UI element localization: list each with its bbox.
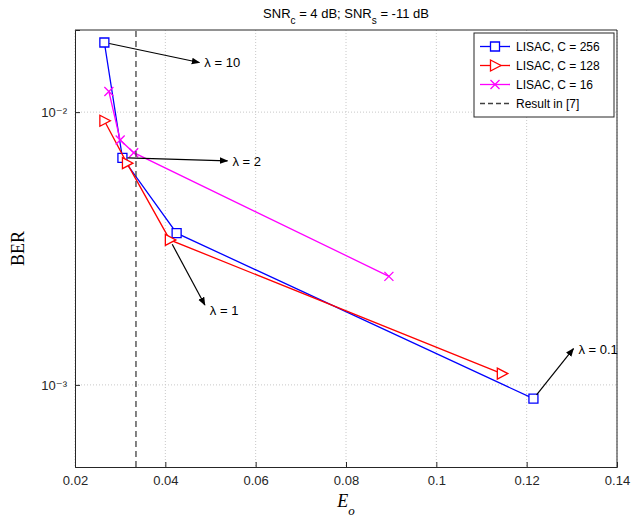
data-point — [100, 38, 109, 47]
data-point — [165, 234, 176, 245]
annotation-arrow — [127, 158, 227, 161]
x-axis-title: Eo — [336, 491, 355, 516]
chart-svg: 0.02 0.04 0.06 0.08 0.1 0.12 0.14 10⁻³ 10⁻² λ = 1… — [0, 0, 640, 516]
x-tick-label: 0.02 — [63, 473, 88, 488]
legend: LISAC, C = 256 LISAC, C = 128 LISAC, C = 1… — [474, 33, 614, 117]
x-tick-mark — [527, 462, 528, 467]
data-point — [384, 272, 393, 281]
x-grid-line — [255, 30, 256, 467]
annotation-label: λ = 10 — [204, 55, 240, 70]
annotations: λ = 10 λ = 2 λ = 1 λ = 0.1 — [109, 44, 618, 395]
x-tick-mark — [436, 462, 437, 467]
x-tick: 0.12 — [515, 462, 540, 488]
data-point — [100, 115, 111, 126]
legend-label: Result in [7] — [516, 97, 579, 111]
data-point — [529, 394, 538, 403]
grid — [75, 30, 617, 467]
y-tick-label: 10⁻² — [41, 105, 67, 120]
frame-right — [617, 30, 618, 467]
frame-top — [75, 30, 617, 31]
x-tick-mark — [346, 462, 347, 467]
x-grid-line — [436, 30, 437, 467]
plot-area — [100, 30, 538, 467]
x-tick-mark — [165, 462, 166, 467]
y-axis-title: BER — [8, 231, 28, 266]
annotation-arrow — [537, 349, 574, 395]
x-tick-mark — [256, 462, 257, 467]
x-tick: 0.08 — [334, 462, 359, 488]
data-point — [497, 368, 508, 379]
y-tick-mark — [75, 112, 80, 113]
legend-label: LISAC, C = 128 — [516, 59, 600, 73]
x-axis-line — [76, 462, 618, 468]
legend-line — [480, 103, 510, 104]
y-grid-line — [75, 384, 617, 385]
chart-container: 0.02 0.04 0.06 0.08 0.1 0.12 0.14 10⁻³ 10⁻² λ = 1… — [0, 0, 640, 516]
y-axis-line — [76, 31, 81, 468]
y-tick-mark — [75, 385, 80, 386]
legend-box — [474, 33, 614, 117]
x-grid-line — [617, 30, 618, 467]
x-axis: 0.02 0.04 0.06 0.08 0.1 0.12 0.14 — [63, 462, 630, 488]
plot-background — [75, 30, 617, 467]
series-line — [135, 30, 136, 467]
y-tick: 10⁻³ — [41, 378, 80, 393]
x-tick-label: 0.14 — [605, 473, 630, 488]
x-grid-line — [346, 30, 347, 467]
chart-title: SNRc = 4 dB; SNRs = -11 dB — [263, 6, 429, 26]
annotation-arrow — [109, 44, 199, 63]
y-tick-label: 10⁻³ — [41, 378, 67, 393]
x-tick: 0.1 — [428, 462, 446, 488]
legend-label: LISAC, C = 16 — [516, 78, 593, 92]
legend-marker — [491, 60, 502, 71]
data-point — [129, 148, 138, 157]
annotation-arrow — [172, 244, 205, 305]
x-tick-label: 0.06 — [244, 473, 269, 488]
x-grid-line — [165, 30, 166, 467]
series-line — [109, 92, 389, 277]
series-line — [104, 42, 533, 398]
x-tick-label: 0.08 — [334, 473, 359, 488]
legend-marker — [491, 42, 500, 51]
data-point — [172, 229, 181, 238]
x-tick-label: 0.1 — [428, 473, 446, 488]
y-tick: 10⁻² — [41, 105, 80, 120]
legend-label: LISAC, C = 256 — [516, 40, 600, 54]
legend-marker — [491, 80, 500, 89]
series-line — [104, 121, 501, 374]
x-tick-label: 0.04 — [153, 473, 178, 488]
annotation-label: λ = 1 — [210, 303, 239, 318]
x-tick: 0.04 — [153, 462, 178, 488]
x-tick-label: 0.12 — [515, 473, 540, 488]
data-point — [116, 136, 125, 145]
annotation-label: λ = 0.1 — [578, 342, 617, 357]
data-point — [122, 158, 133, 169]
x-tick: 0.06 — [244, 462, 269, 488]
y-axis: 10⁻³ 10⁻² — [41, 31, 80, 468]
annotation-label: λ = 2 — [232, 154, 261, 169]
data-point — [104, 87, 113, 96]
